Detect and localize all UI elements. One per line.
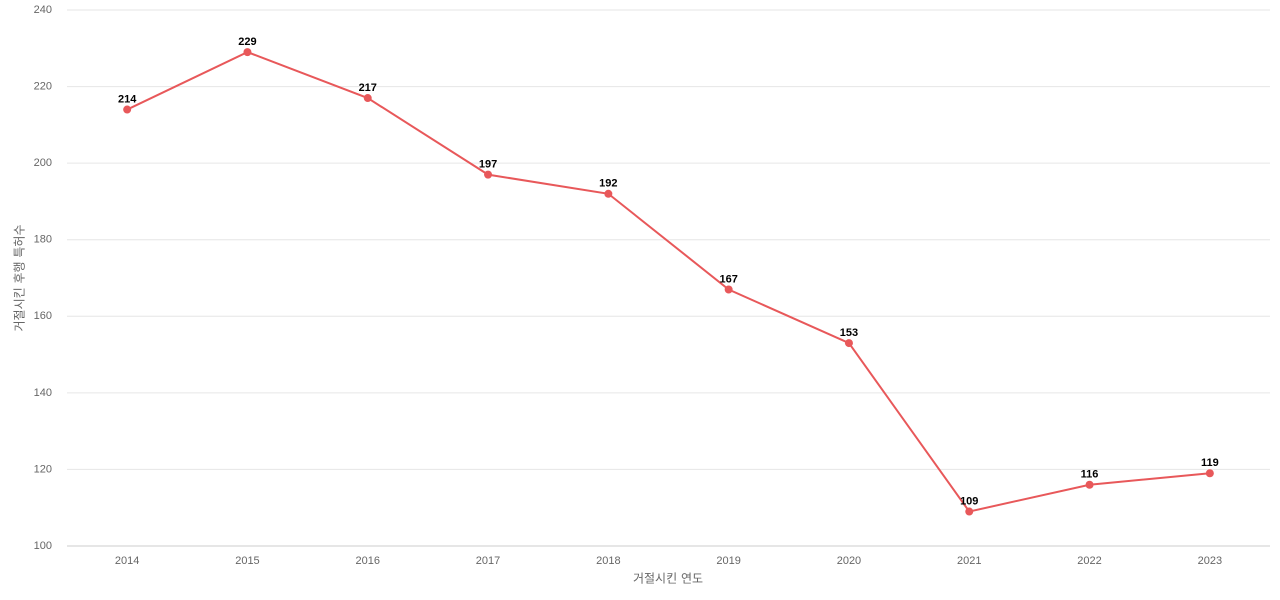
- value-label: 119: [1201, 457, 1219, 469]
- x-tick-label: 2021: [957, 555, 981, 567]
- y-tick-label: 200: [34, 157, 52, 169]
- value-label: 109: [960, 495, 978, 507]
- y-tick-label: 120: [34, 463, 52, 475]
- point: [1085, 480, 1094, 489]
- x-tick-label: 2017: [476, 555, 500, 567]
- point: [363, 94, 372, 103]
- value-label: 214: [118, 93, 137, 105]
- point: [484, 170, 493, 179]
- point: [844, 339, 853, 348]
- x-tick-label: 2015: [235, 555, 259, 567]
- x-tick-label: 2014: [115, 555, 139, 567]
- x-tick-label: 2020: [837, 555, 861, 567]
- line: [126, 51, 1210, 513]
- x-axis-title: 거절시킨 연도: [633, 572, 703, 586]
- x-tick-label: 2018: [596, 555, 620, 567]
- value-label: 217: [359, 82, 377, 94]
- y-tick-label: 180: [34, 234, 52, 246]
- point: [724, 285, 733, 294]
- point: [604, 189, 613, 198]
- x-tick-label: 2019: [716, 555, 740, 567]
- value-label: 153: [840, 327, 858, 339]
- x-tick-label: 2022: [1077, 555, 1101, 567]
- point: [243, 48, 252, 57]
- y-tick-label: 220: [34, 80, 52, 92]
- y-tick-label: 240: [34, 4, 52, 16]
- value-label: 167: [719, 273, 737, 285]
- y-axis-title: 거절시킨 후행 특허수: [12, 225, 27, 332]
- x-tick-label: 2016: [356, 555, 380, 567]
- point: [1205, 469, 1214, 478]
- x-tick-label: 2023: [1198, 555, 1222, 567]
- point: [965, 507, 974, 516]
- value-label: 197: [479, 159, 497, 171]
- y-tick-label: 160: [34, 310, 52, 322]
- point: [123, 105, 132, 114]
- value-label: 192: [599, 178, 617, 190]
- y-tick-label: 100: [34, 540, 52, 552]
- value-label: 229: [238, 36, 256, 48]
- y-tick-label: 140: [34, 387, 52, 399]
- value-label: 116: [1081, 469, 1099, 481]
